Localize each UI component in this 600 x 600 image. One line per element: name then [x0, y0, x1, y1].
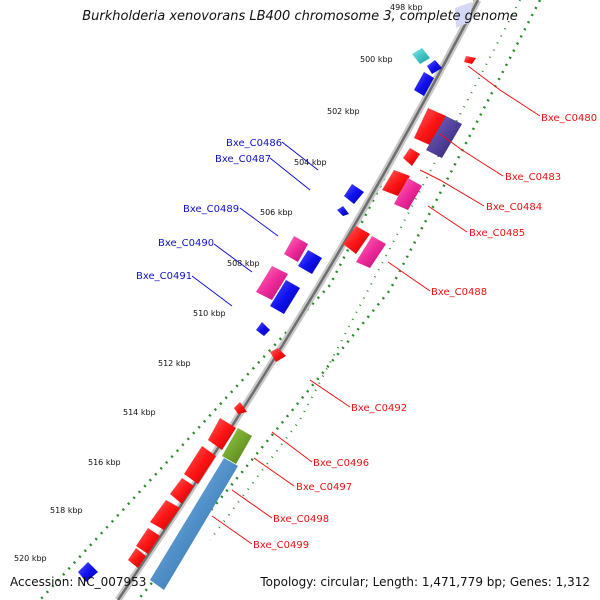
gene-label-bxe-c0491[interactable]: Bxe_C0491	[136, 271, 192, 282]
gene-bxe-c0484[interactable]	[382, 170, 410, 196]
gene-label-bxe-c0496[interactable]: Bxe_C0496	[313, 458, 369, 469]
gene-label-bxe-c0485[interactable]: Bxe_C0485	[469, 228, 525, 239]
gene-label-bxe-c0492[interactable]: Bxe_C0492	[351, 403, 407, 414]
gene-bxe-c0488[interactable]	[356, 236, 386, 268]
tick-track-outer	[137, 0, 542, 600]
tick-label: 508 kbp	[227, 259, 260, 268]
leader-line	[387, 261, 431, 292]
gene-labels-right: Bxe_C0480 Bxe_C0483 Bxe_C0484 Bxe_C0485 …	[253, 113, 597, 551]
gene-label-bxe-c0498[interactable]: Bxe_C0498	[273, 514, 329, 525]
tick-label: 520 kbp	[14, 554, 47, 563]
leader-line	[211, 515, 253, 545]
gene-bxe-c0480[interactable]	[464, 56, 476, 64]
genes-reverse	[78, 48, 442, 582]
gene-label-bxe-c0490[interactable]: Bxe_C0490	[158, 238, 214, 249]
gene-bxe-c0482[interactable]	[414, 108, 446, 146]
gene-bxe-c0492[interactable]	[270, 348, 286, 362]
leader-lines-left	[191, 141, 319, 307]
leader-line	[191, 275, 233, 307]
gene-bxe-c0500[interactable]	[128, 548, 146, 568]
tick-track-inner	[39, 0, 477, 600]
leader-line	[419, 169, 485, 207]
gene-bxe-c0481[interactable]	[403, 148, 420, 166]
tick-label: 516 kbp	[88, 458, 121, 467]
leader-line	[271, 431, 313, 463]
tick-label: 512 kbp	[158, 359, 191, 368]
gene-bxe-c0497[interactable]	[222, 428, 252, 464]
gene-label-bxe-c0484[interactable]: Bxe_C0484	[486, 202, 542, 213]
gene-bxe-c0493[interactable]	[256, 322, 270, 336]
gene-bxe-c0490[interactable]	[298, 250, 322, 274]
leader-line	[253, 457, 295, 487]
gene-bxe-c0491b[interactable]	[270, 280, 300, 314]
gene-bxe-c0493r[interactable]	[208, 418, 236, 450]
genes-forward	[150, 56, 476, 590]
gene-bxe-c0498a[interactable]	[150, 500, 180, 530]
gene-bxe-c0489[interactable]	[284, 236, 308, 262]
leader-line	[269, 157, 311, 191]
leader-line	[439, 133, 504, 177]
leader-line	[231, 489, 273, 519]
gene-label-bxe-c0488[interactable]: Bxe_C0488	[431, 287, 487, 298]
map-title: Burkholderia xenovorans LB400 chromosome…	[82, 9, 518, 24]
gene-bxe-c0479[interactable]	[414, 72, 434, 96]
gene-bxe-c0487r[interactable]	[343, 226, 370, 254]
accession-text: Accession: NC_007953	[10, 575, 147, 589]
gene-label-bxe-c0487[interactable]: Bxe_C0487	[215, 154, 271, 165]
gene-label-bxe-c0489[interactable]: Bxe_C0489	[183, 204, 239, 215]
gene-bxe-c0486[interactable]	[344, 184, 364, 204]
leader-line	[467, 65, 541, 117]
gene-bxe-c0478[interactable]	[427, 60, 442, 74]
gene-labels-left: Bxe_C0486 Bxe_C0487 Bxe_C0489 Bxe_C0490 …	[136, 138, 282, 282]
scale-ticks: 498 kbp 500 kbp 502 kbp 504 kbp 506 kbp …	[14, 3, 423, 563]
leader-line	[427, 205, 468, 233]
gene-bxe-c0495[interactable]	[170, 478, 194, 504]
gene-bxe-c0498b[interactable]	[136, 528, 160, 554]
leader-lines-right	[211, 65, 541, 545]
tick-label: 502 kbp	[327, 107, 360, 116]
tick-label: 514 kbp	[123, 408, 156, 417]
tick-label: 506 kbp	[260, 208, 293, 217]
tick-label: 504 kbp	[294, 158, 327, 167]
gene-bxe-c0496[interactable]	[234, 402, 247, 414]
tick-label: 498 kbp	[390, 3, 423, 12]
gene-label-bxe-c0486[interactable]: Bxe_C0486	[226, 138, 282, 149]
gene-label-bxe-c0480[interactable]: Bxe_C0480	[541, 113, 597, 124]
leader-line	[309, 379, 351, 408]
gene-bxe-c0486b[interactable]	[337, 206, 349, 216]
leader-line	[239, 207, 279, 237]
gene-label-bxe-c0499[interactable]: Bxe_C0499	[253, 540, 309, 551]
leader-line	[213, 243, 253, 273]
gene-bxe-c0485[interactable]	[394, 178, 422, 210]
backbone-top-highlight	[455, 2, 472, 28]
gene-bxe-c0501[interactable]	[78, 562, 98, 582]
tick-label: 518 kbp	[50, 506, 83, 515]
gene-bxe-c0494[interactable]	[184, 446, 216, 484]
gene-bxe-c0477[interactable]	[412, 48, 430, 64]
gene-label-bxe-c0497[interactable]: Bxe_C0497	[296, 482, 352, 493]
leader-line	[281, 141, 319, 171]
genome-summary-text: Topology: circular; Length: 1,471,779 bp…	[260, 575, 590, 589]
tick-label: 510 kbp	[193, 309, 226, 318]
gene-bxe-c0499[interactable]	[150, 458, 238, 590]
gene-label-bxe-c0483[interactable]: Bxe_C0483	[505, 172, 561, 183]
tick-label: 500 kbp	[360, 55, 393, 64]
gene-bxe-c0491a[interactable]	[256, 266, 288, 300]
